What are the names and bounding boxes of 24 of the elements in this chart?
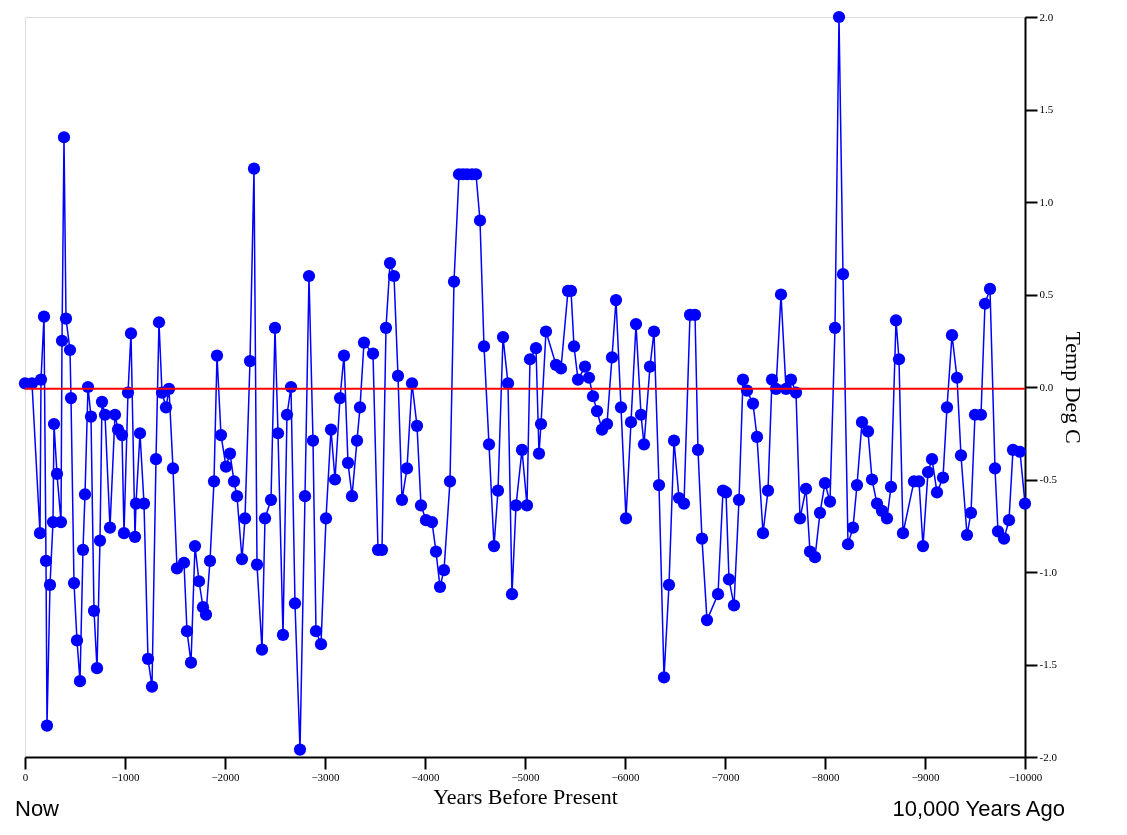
x-tick-label: −7000 (711, 770, 741, 783)
y-tick-label: 1.5 (1039, 103, 1054, 115)
y-tick-label: 1.0 (1039, 195, 1054, 208)
y-tick-label: 0.0 (1039, 380, 1054, 393)
x-tick-label: −10000 (1008, 770, 1043, 783)
y-tick-label: -1.5 (1039, 658, 1058, 670)
text: Now (15, 796, 60, 821)
x-tick-label: −1000 (111, 770, 141, 783)
x-axis-title: Years Before Present (433, 783, 618, 809)
y-tick-label: 0.5 (1039, 288, 1054, 300)
x-tick-label: 0 (22, 770, 29, 783)
x-tick-label: −4000 (411, 770, 441, 783)
y-axis-title: Temp Deg C (1060, 331, 1086, 444)
x-tick-label: −2000 (211, 770, 241, 783)
x-tick-label: −3000 (311, 770, 341, 783)
text: 10,000 Years Ago (892, 796, 1065, 821)
x-tick-label: −8000 (811, 770, 841, 783)
x-tick-label: −9000 (911, 770, 941, 783)
y-tick-label: 2.0 (1039, 10, 1054, 23)
y-tick-label: -1.0 (1039, 565, 1058, 578)
y-tick-label: -2.0 (1039, 750, 1058, 763)
y-tick-label: -0.5 (1039, 473, 1058, 485)
x-tick-label: −5000 (511, 770, 541, 783)
x-tick-label: −6000 (611, 770, 641, 783)
